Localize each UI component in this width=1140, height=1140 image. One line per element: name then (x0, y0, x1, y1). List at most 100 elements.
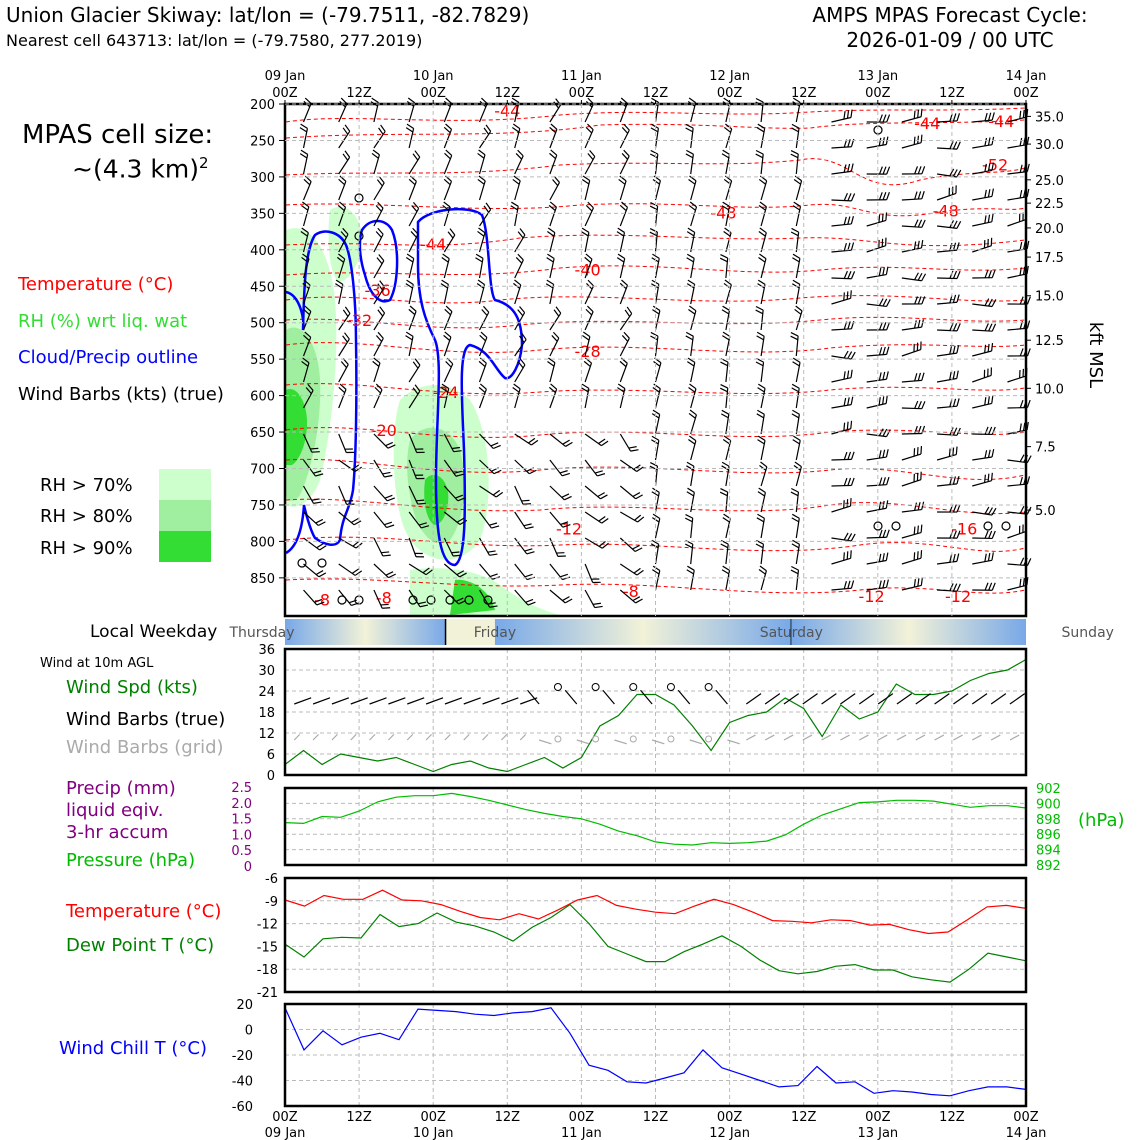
wind-barb-feather (757, 491, 765, 497)
wind-barb (901, 550, 923, 565)
wind-barb-feather (1026, 163, 1030, 172)
wind-barb-grid (350, 733, 357, 741)
wind-barb-feather (387, 444, 396, 449)
wind-barb-feather (791, 283, 800, 289)
calm-wind-circle (704, 683, 713, 691)
wind-barb-feather (847, 271, 852, 279)
wind-barb-feather (559, 470, 568, 474)
wind-barb-feather (1026, 240, 1030, 249)
wind-barb-feather (886, 114, 891, 123)
wind-barb (373, 433, 396, 449)
wind-barb-feather (685, 513, 693, 519)
wind-barb-feather (444, 308, 451, 316)
wind-barb-feather (521, 332, 527, 340)
top-time-label: 00Z (420, 86, 446, 101)
wind-barb-feather (373, 357, 381, 364)
wind-barb-feather (722, 517, 730, 523)
calm-wind-circle (1001, 521, 1011, 531)
wind-barb-feather (517, 231, 524, 239)
wind-barb-feather (384, 494, 393, 499)
wind-barb-feather (512, 127, 520, 133)
wind-barb-feather (687, 487, 695, 493)
wind-barb (479, 485, 504, 498)
wind-barb-feather (318, 521, 326, 527)
wind-barb (514, 358, 526, 383)
wind-barb-feather (988, 530, 993, 539)
wind-barb (584, 537, 609, 549)
wind-barb-feather (984, 112, 988, 121)
bottom-time-label: 00Z (569, 1110, 595, 1125)
wind-barb-feather (651, 123, 659, 129)
wind-barb-feather (422, 567, 430, 574)
wind-barb-feather (633, 567, 641, 574)
wind-barb (300, 227, 309, 253)
bottom-time-label: 00Z (865, 1110, 891, 1125)
wind-barb-feather (587, 201, 594, 209)
wind-barb-feather (984, 553, 987, 562)
wind-barb-feather (755, 361, 764, 367)
wind-barb (479, 433, 501, 450)
wind-barb-feather (722, 335, 730, 341)
wind-barb-feather (721, 205, 730, 211)
wind-barb (616, 253, 626, 279)
wind-barb-feather (382, 471, 391, 475)
wind-barb (720, 357, 729, 383)
wind-barb-true (745, 693, 762, 705)
wind-barb-feather (686, 361, 695, 367)
wind-barb (688, 383, 697, 409)
wind-barb-feather (621, 201, 628, 208)
wind-barb-feather (585, 253, 593, 260)
wind-barb-feather (303, 334, 310, 342)
wind-barb-feather (719, 387, 728, 393)
wind-barb-feather (453, 450, 462, 453)
wind-barb (866, 449, 889, 461)
wind-barb (477, 175, 486, 201)
wind-barb-feather (634, 547, 643, 553)
wind-barb-feather (447, 231, 454, 239)
wind-barb (373, 331, 384, 357)
wind-barb (866, 500, 889, 513)
wind-barb-feather (311, 498, 320, 501)
wind-barb-feather (581, 231, 589, 237)
wind-barb-feather (850, 533, 856, 542)
wind-barb-feather (485, 202, 492, 210)
wind-barb-feather (689, 409, 697, 416)
wind-barb-feather (491, 525, 500, 529)
wind-barb (584, 253, 593, 279)
wind-barb-feather (756, 517, 765, 523)
wind-barb-feather (652, 513, 661, 519)
wind-barb-feather (882, 166, 887, 175)
wind-barb (373, 227, 384, 253)
wind-barb (514, 228, 526, 253)
wind-barb-true (896, 693, 913, 705)
calm-wind-circle-grid (629, 735, 637, 743)
wind-barb (373, 306, 386, 331)
wind-barb (584, 485, 608, 500)
wind-barb-feather (920, 134, 923, 143)
wind-barb-feather (550, 383, 558, 390)
wind-barb-feather (917, 502, 921, 511)
wind-barb (549, 485, 572, 501)
wind-barb-feather (790, 335, 799, 341)
pressure-tick-label: 300 (250, 171, 275, 186)
wind-barb-feather (688, 178, 696, 185)
wind-barb (651, 513, 661, 539)
bottom-date-label: 11 Jan (561, 1126, 602, 1140)
wind-barb (408, 150, 421, 175)
wind-barb-feather (511, 97, 520, 103)
wind-barb-feather (984, 344, 987, 353)
wind-barb-feather (1019, 423, 1022, 432)
wind-barb (545, 279, 555, 305)
wind-barb-feather (885, 429, 891, 437)
wind-barb-feather (652, 387, 660, 393)
weekday-name: Friday (474, 625, 516, 641)
wind-barb (972, 269, 996, 279)
wind-barb-feather (792, 357, 801, 363)
cloud-outline (358, 219, 399, 303)
wind-barb (791, 279, 801, 305)
wind-barb (548, 201, 557, 227)
wind-barb (619, 589, 643, 604)
wind-barb-feather (850, 242, 855, 251)
wind-barb-feather (585, 126, 593, 134)
wind-barb-feather (792, 361, 800, 367)
